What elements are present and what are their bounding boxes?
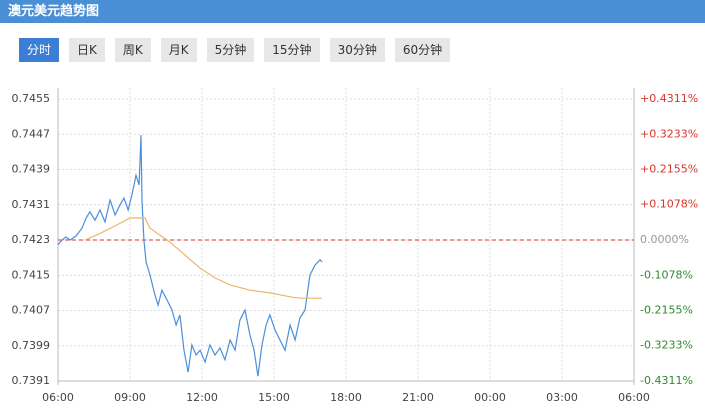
x-tick-label: 21:00 (402, 391, 434, 404)
y2-tick-label: +0.2155% (640, 163, 698, 176)
y2-tick-label: -0.1078% (640, 268, 693, 281)
tab[interactable]: 分时 (19, 38, 60, 62)
y2-tick-label: +0.1078% (640, 198, 698, 211)
y-tick-label: 0.7423 (12, 233, 51, 246)
x-tick-label: 12:00 (186, 391, 218, 404)
x-tick-label: 06:00 (618, 391, 650, 404)
y-tick-label: 0.7447 (12, 127, 51, 140)
header-title: 澳元美元趋势图 (0, 0, 705, 23)
tab[interactable]: 30分钟 (329, 38, 385, 62)
y2-tick-label: -0.2155% (640, 303, 693, 316)
price-line (57, 135, 323, 377)
y2-tick-label: 0.0000% (640, 233, 689, 246)
x-tick-label: 03:00 (546, 391, 578, 404)
y-tick-label: 0.7455 (12, 92, 51, 105)
tab[interactable]: 15分钟 (264, 38, 320, 62)
tab[interactable]: 周K (114, 38, 151, 62)
y-tick-label: 0.7439 (12, 163, 51, 176)
y-tick-label: 0.7407 (12, 304, 51, 317)
y-tick-label: 0.7431 (12, 198, 51, 211)
y2-tick-label: -0.3233% (640, 339, 693, 352)
x-tick-label: 09:00 (114, 391, 146, 404)
y2-tick-label: +0.4311% (640, 92, 698, 105)
tab[interactable]: 日K (69, 38, 105, 62)
tab[interactable]: 5分钟 (206, 38, 255, 62)
x-tick-label: 18:00 (330, 391, 362, 404)
y-tick-label: 0.7415 (12, 268, 51, 281)
tab[interactable]: 60分钟 (394, 38, 451, 62)
y2-tick-label: -0.4311% (640, 374, 693, 387)
y2-tick-label: +0.3233% (640, 127, 698, 140)
tab-bar: 分时 日K 周K 月K 5分钟 15分钟 30分钟 60分钟 (19, 38, 451, 62)
price-line (84, 217, 322, 299)
tab[interactable]: 月K (160, 38, 197, 62)
x-tick-label: 15:00 (258, 391, 290, 404)
y-tick-label: 0.7399 (12, 339, 51, 352)
x-tick-label: 06:00 (42, 391, 74, 404)
y-tick-label: 0.7391 (12, 374, 51, 387)
x-tick-label: 00:00 (474, 391, 506, 404)
